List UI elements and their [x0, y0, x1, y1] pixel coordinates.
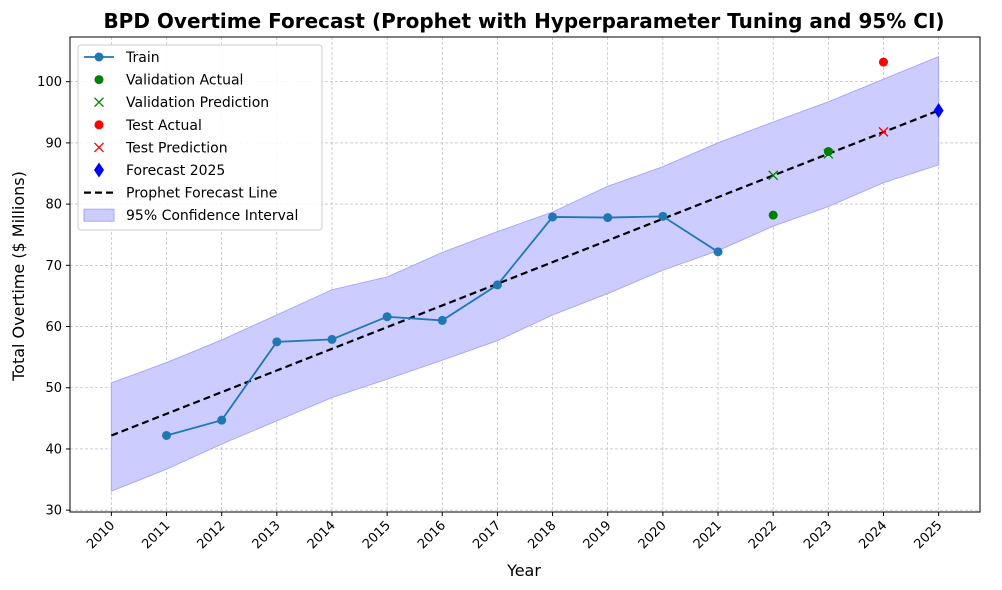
train-point	[327, 334, 337, 344]
legend-validation-prediction-handle	[94, 97, 104, 108]
y-tick-label: 50	[45, 381, 62, 396]
legend-label-validation-actual: Validation Actual	[126, 73, 243, 89]
legend-test-prediction-handle	[94, 142, 104, 153]
y-tick-label: 90	[45, 136, 62, 151]
y-tick-label: 60	[45, 320, 62, 335]
legend-label-95-confidence-interval: 95% Confidence Interval	[126, 208, 298, 224]
legend-train-handle-marker	[94, 52, 104, 62]
train-point	[162, 430, 172, 440]
train-point	[437, 315, 447, 325]
train-point	[492, 280, 502, 290]
legend-label-train: Train	[125, 50, 160, 66]
y-tick-label: 40	[45, 442, 62, 457]
train-point	[382, 312, 392, 322]
x-axis-label: Year	[506, 561, 541, 580]
train-point	[603, 213, 613, 223]
y-tick-label: 80	[45, 198, 62, 213]
legend-validation-actual-handle	[94, 75, 104, 85]
train-point	[713, 247, 723, 257]
y-tick-label: 70	[45, 259, 62, 274]
chart-title: BPD Overtime Forecast (Prophet with Hype…	[103, 9, 944, 33]
test-actual-point	[878, 57, 888, 67]
y-axis-label: Total Overtime ($ Millions)	[9, 171, 28, 382]
legend-forecast-2025-handle	[94, 162, 104, 178]
train-point	[658, 211, 668, 221]
validation-prediction-point	[823, 148, 834, 159]
legend-label-validation-prediction: Validation Prediction	[126, 95, 269, 111]
train-point	[272, 337, 282, 347]
legend-test-actual-handle	[94, 120, 104, 130]
legend: Train Validation Actual Validation Predict…	[77, 44, 323, 231]
train-point	[548, 212, 558, 222]
legend-label-test-prediction: Test Prediction	[125, 140, 228, 156]
test-prediction-point	[878, 126, 889, 137]
legend-label-test-actual: Test Actual	[125, 118, 202, 134]
train-point	[217, 415, 227, 425]
legend-box	[77, 44, 323, 231]
legend-label-prophet-forecast-line: Prophet Forecast Line	[126, 186, 277, 202]
forecast-2025-point	[933, 102, 944, 118]
y-tick-label: 100	[37, 75, 62, 90]
y-tick-label: 30	[45, 504, 62, 519]
validation-prediction-point	[768, 170, 779, 181]
plot-frame	[69, 36, 981, 513]
validation-actual-point	[823, 146, 833, 156]
legend-confidence-interval-handle	[83, 208, 115, 222]
validation-actual-point	[768, 210, 778, 220]
legend-label-forecast-2025: Forecast 2025	[126, 163, 225, 179]
